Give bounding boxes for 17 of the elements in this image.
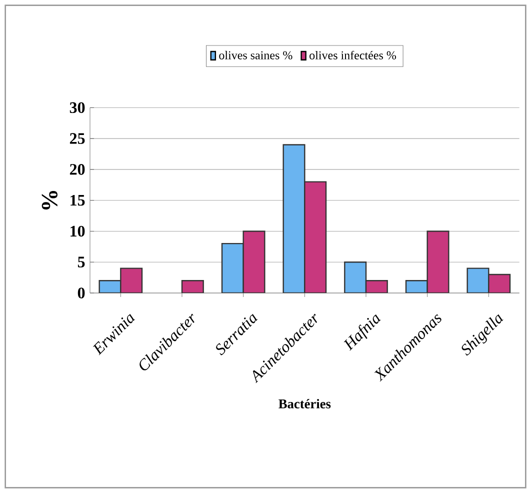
bar <box>304 181 327 293</box>
bar <box>242 230 266 293</box>
y-tick-label: 25 <box>70 133 85 144</box>
y-tick-label: 0 <box>78 288 85 298</box>
y-tick-label: 30 <box>70 102 85 114</box>
bar <box>344 262 367 293</box>
y-tick-label: 5 <box>78 256 85 268</box>
x-axis-title: Bactéries <box>278 398 331 408</box>
y-tick-label: 20 <box>70 164 85 175</box>
y-tick-label: 10 <box>70 226 85 237</box>
bar <box>282 144 306 293</box>
legend-label: olives saines % <box>219 50 292 60</box>
y-tick-label: 15 <box>70 194 85 206</box>
bar <box>426 230 450 293</box>
legend-label: olives infectées % <box>310 50 396 60</box>
y-axis-title: % <box>42 190 58 210</box>
bar <box>221 242 244 293</box>
